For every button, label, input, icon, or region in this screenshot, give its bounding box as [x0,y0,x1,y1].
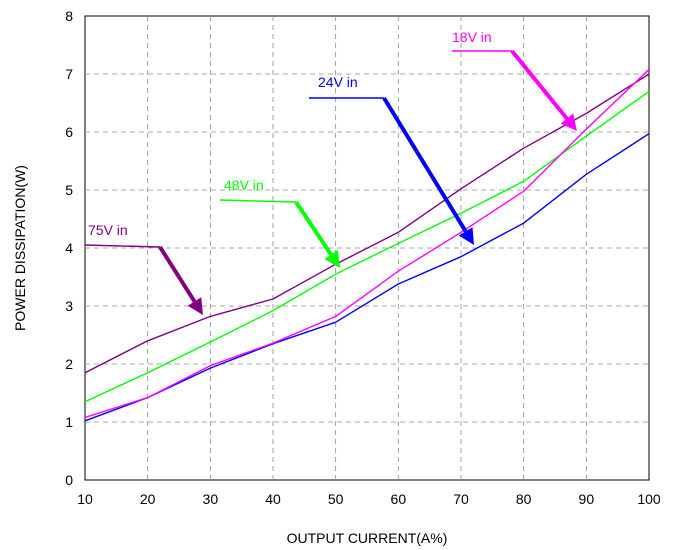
x-tick-label: 100 [637,491,661,507]
annotation-arrow-head [560,113,577,131]
annotation-leader [219,199,297,203]
annotation-arrow-shaft [294,200,333,256]
y-tick-label: 4 [65,240,73,256]
y-tick-label: 6 [65,124,73,140]
grid [85,16,649,480]
series-line-75v-in [84,73,650,374]
series-line-48v-in [84,90,650,403]
x-tick-label: 80 [516,491,532,507]
y-axis-label: POWER DISSIPATION(W) [12,165,28,331]
y-tick-label: 7 [65,66,73,82]
x-axis-label: OUTPUT CURRENT(A%) [287,530,448,546]
annotation-leader [84,244,161,248]
y-tick-label: 1 [65,414,73,430]
x-tick-label: 90 [579,491,595,507]
annotations: 75V in 48V in 24V in 18V in [84,29,577,315]
x-tick-label: 10 [77,491,93,507]
x-tick-labels: 10 20 30 40 50 60 70 80 90 100 [77,491,661,507]
x-tick-label: 40 [265,491,281,507]
series-lines [84,68,650,422]
x-tick-label: 70 [453,491,469,507]
annotation-arrow-shaft [382,96,468,233]
annotation-arrow-shaft [510,49,569,120]
y-tick-labels: 0 1 2 3 4 5 6 7 8 [65,8,73,488]
annotation-arrow-head [458,227,474,245]
y-tick-label: 8 [65,8,73,24]
annotation-arrow-head [187,297,203,315]
x-tick-label: 50 [328,491,344,507]
x-tick-label: 30 [203,491,219,507]
x-tick-label: 60 [391,491,407,507]
series-line-24v-in [84,133,650,422]
y-tick-label: 5 [65,182,73,198]
annotation-arrow-shaft [158,245,197,303]
y-tick-label: 0 [65,472,73,488]
annotation-18v-in: 18V in [452,29,577,131]
annotation-label: 48V in [224,177,264,193]
annotation-24v-in: 24V in [309,74,474,245]
annotation-48v-in: 48V in [219,177,340,268]
y-tick-label: 2 [65,356,73,372]
annotation-75v-in: 75V in [84,222,203,315]
y-tick-label: 3 [65,298,73,314]
annotation-label: 18V in [452,29,492,45]
annotation-label: 24V in [318,74,358,90]
series-line-18v-in [84,68,650,419]
annotation-label: 75V in [88,222,128,238]
annotation-arrow-head [324,250,340,268]
x-tick-label: 20 [140,491,156,507]
